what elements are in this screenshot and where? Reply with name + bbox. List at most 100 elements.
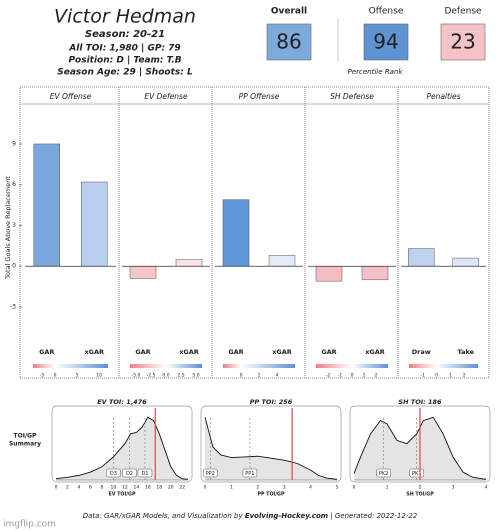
tier-label-box <box>137 468 153 478</box>
y-tick-label: 9 <box>12 140 16 147</box>
panel-title: PP TOI: 256 <box>250 398 293 406</box>
legend-gradient <box>33 364 108 368</box>
x-axis-label: PP TOI/GP <box>257 492 285 498</box>
rating-value: 86 <box>276 30 301 54</box>
x-tick-label: 12 <box>122 485 128 491</box>
watermark: imgflip.com <box>3 520 56 530</box>
summary-label: Summary <box>9 441 41 448</box>
legend-gradient <box>130 364 202 368</box>
bar <box>408 248 435 267</box>
footer-part: Data: GAR/xGAR Models, and Visualization… <box>83 512 245 520</box>
legend-tick-label: 1 <box>363 373 366 379</box>
panel-title: SH Defense <box>330 92 374 101</box>
x-tick-label: 2 <box>66 485 69 491</box>
legend-tick-label: 0 <box>435 373 438 379</box>
density-line <box>55 416 189 480</box>
x-tick-label: xGAR <box>179 348 199 356</box>
player-name: Victor Hedman <box>54 6 196 28</box>
legend-tick-label: -5.0 <box>132 373 141 379</box>
tier-label: PP2 <box>206 471 215 477</box>
tier-label-box <box>376 468 391 478</box>
tier-label: PP1 <box>245 471 254 477</box>
legend-tick-label: 0.0 <box>162 373 169 379</box>
x-tick-label: GAR <box>228 348 243 356</box>
bar <box>315 265 343 282</box>
legend-gradient <box>223 364 295 368</box>
density-line <box>204 417 338 480</box>
x-axis-label: EV TOI/GP <box>109 492 136 498</box>
x-tick-label: 16 <box>145 485 151 491</box>
x-tick-label: 3 <box>283 485 286 491</box>
panel-title: Penalties <box>426 92 460 101</box>
x-tick-label: 0 <box>204 485 207 491</box>
rating-label: Defense <box>444 7 482 17</box>
footer: Data: GAR/xGAR Models, and Visualization… <box>83 512 418 520</box>
x-tick-label: 3 <box>452 485 455 491</box>
rating-box <box>266 23 312 61</box>
legend-tick-label: 0 <box>240 373 243 379</box>
y-tick-label: 0 <box>12 263 16 270</box>
x-tick-label: 2 <box>419 485 422 491</box>
bar <box>33 143 60 267</box>
rating-value: 23 <box>450 30 475 54</box>
tier-label: PK1 <box>412 471 421 477</box>
panel-title: EV TOI: 1,476 <box>97 398 147 406</box>
stat-line: Season Age: 29 | Shoots: L <box>57 68 193 78</box>
panel-title: EV Defense <box>144 92 188 101</box>
bar <box>222 199 250 267</box>
y-axis-label: Total Goals Above Replacement <box>4 176 12 280</box>
summary-label: TOI/GP <box>14 433 38 440</box>
legend-tick-label: 2 <box>375 373 378 379</box>
rating-box <box>363 23 409 61</box>
x-tick-label: 22 <box>179 485 185 491</box>
x-axis-label: SH TOI/GP <box>406 492 434 498</box>
legend-tick-label: -2.5 <box>147 373 156 379</box>
x-tick-label: 0 <box>353 485 356 491</box>
legend-tick-label: 0 <box>351 373 354 379</box>
x-tick-label: 4 <box>309 485 312 491</box>
legend-gradient <box>316 364 388 368</box>
legend-tick-label: 0 <box>54 373 57 379</box>
density-fill <box>205 417 337 480</box>
legend-tick-label: 10 <box>96 373 102 379</box>
tier-label: D3 <box>110 471 117 477</box>
footer-site: Evolving-Hockey.com <box>245 512 328 520</box>
bar <box>81 181 108 267</box>
stat-line: All TOI: 1,980 | GP: 79 <box>68 44 180 54</box>
x-tick-label: 18 <box>156 485 162 491</box>
rating-note: Percentile Rank <box>348 68 404 76</box>
y-tick-label: 3 <box>12 222 16 229</box>
bar <box>129 265 157 279</box>
legend-tick-label: 2.5 <box>177 373 184 379</box>
x-tick-label: 0 <box>55 485 58 491</box>
legend-tick-label: 1 <box>449 373 452 379</box>
tier-label-box <box>203 468 218 478</box>
x-tick-label: GAR <box>39 348 54 356</box>
x-tick-label: Take <box>457 348 474 356</box>
stat-line: Position: D | Team: T.B <box>68 56 181 66</box>
tier-label-box <box>106 468 121 478</box>
x-tick-label: 20 <box>168 485 174 491</box>
panel-title: PP Offense <box>239 92 280 101</box>
bar <box>361 265 389 281</box>
x-tick-label: 1 <box>386 485 389 491</box>
legend-tick-label: -3 <box>40 373 45 379</box>
season: Season: 20-21 <box>85 29 165 40</box>
rating-box <box>440 23 486 61</box>
x-tick-label: 6 <box>89 485 92 491</box>
legend-tick-label: 5 <box>76 373 79 379</box>
footer-part: | Generated: 2022-12-22 <box>328 512 418 520</box>
x-tick-label: 10 <box>111 485 117 491</box>
x-tick-label: 5 <box>336 485 339 491</box>
legend-tick-label: -1 <box>421 373 426 379</box>
rating-label: Offense <box>369 7 404 17</box>
tier-label: D2 <box>126 471 133 477</box>
x-tick-label: 4 <box>485 485 488 491</box>
bar <box>175 259 203 267</box>
y-tick-label: 6 <box>12 181 16 188</box>
rating-label: Overall <box>271 7 307 17</box>
y-tick-label: -3 <box>10 303 16 310</box>
tier-label-box <box>242 468 258 478</box>
x-tick-label: 1 <box>230 485 233 491</box>
